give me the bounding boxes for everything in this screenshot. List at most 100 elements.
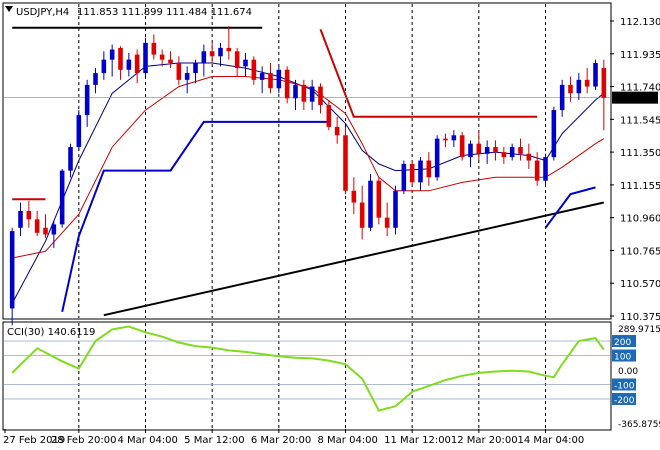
candle-body xyxy=(168,59,173,64)
candle-body xyxy=(584,79,590,87)
candle-body xyxy=(509,147,515,158)
candle-body xyxy=(518,147,523,154)
vertical-grid xyxy=(78,4,546,429)
candle-body xyxy=(51,224,57,235)
overlay-ma_slow xyxy=(12,76,605,259)
y-tick-label: 110.570 xyxy=(620,279,660,290)
candle-body xyxy=(418,160,423,183)
candle-body xyxy=(184,73,190,80)
candle-body xyxy=(534,160,540,181)
cci-axis: 289.9715 200 100 0.00 -100 -200 -365.8759 xyxy=(612,325,660,430)
candle-body xyxy=(451,135,457,141)
ohlc-values: 111.853 111.899 111.484 111.674 xyxy=(77,7,252,18)
x-tick-label: 27 Feb 2019 xyxy=(3,435,65,446)
overlay-trend_support xyxy=(103,201,605,317)
candle-body xyxy=(151,42,157,55)
candle-body xyxy=(526,153,532,161)
candle-body xyxy=(68,147,73,171)
candle-body xyxy=(359,202,365,228)
candle-body xyxy=(159,54,165,60)
candle-body xyxy=(543,157,548,181)
x-tick-label: 8 Mar 04:00 xyxy=(318,435,378,446)
candle-body xyxy=(43,227,48,235)
cci-tick-label: -365.8759 xyxy=(618,420,660,430)
candle-body xyxy=(576,79,582,94)
candle-body xyxy=(193,63,198,74)
candle-body xyxy=(109,49,115,60)
candlesticks xyxy=(9,26,607,326)
x-tick-label: 5 Mar 12:00 xyxy=(184,435,244,446)
candle-body xyxy=(251,59,257,80)
candle-body xyxy=(493,147,498,153)
cci-tick-label: 289.9715 xyxy=(618,325,660,335)
candle-body xyxy=(484,147,490,154)
symbol-header: USDJPY,H4 111.853 111.899 111.484 111.67… xyxy=(5,6,252,18)
candle-body xyxy=(376,180,382,218)
candle-body xyxy=(318,86,323,106)
cci-indicator xyxy=(4,325,610,412)
candle-body xyxy=(226,47,232,52)
x-tick-label: 12 Mar 20:00 xyxy=(451,435,518,446)
candle-body xyxy=(551,110,557,158)
candle-body xyxy=(93,73,98,85)
indicator-overlays xyxy=(4,26,610,317)
x-tick-label: 6 Mar 20:00 xyxy=(251,435,311,446)
cci-line xyxy=(11,325,605,412)
candle-body xyxy=(443,138,448,141)
candle-body xyxy=(134,54,140,74)
cci-title: CCI(30) 140.6119 xyxy=(7,327,95,338)
cci-tick-label: -100 xyxy=(614,381,635,391)
x-tick-label: 28 Feb 20:00 xyxy=(51,435,117,446)
candle-body xyxy=(293,84,298,99)
candle-body xyxy=(426,160,432,178)
candle-body xyxy=(559,84,565,111)
cci-tick-label: -200 xyxy=(614,396,635,406)
candle-body xyxy=(393,190,398,228)
cci-tick-label: 100 xyxy=(614,353,631,363)
current-price-badge xyxy=(612,91,658,104)
price-panel xyxy=(2,2,612,320)
candle-body xyxy=(326,105,332,127)
y-tick-label: 111.155 xyxy=(620,181,660,192)
candle-body xyxy=(334,126,340,136)
candle-body xyxy=(343,135,348,191)
y-tick-label: 112.130 xyxy=(620,17,660,28)
candle-body xyxy=(218,47,223,57)
candle-body xyxy=(26,210,32,220)
y-tick-label: 111.545 xyxy=(620,115,660,126)
candle-body xyxy=(268,73,273,89)
overlay-blue_lower xyxy=(61,120,329,313)
candle-body xyxy=(284,69,290,99)
current-price-label: 111.674 xyxy=(614,94,655,105)
candle-body xyxy=(76,115,82,148)
x-tick-label: 11 Mar 12:00 xyxy=(384,435,451,446)
candle-body xyxy=(259,73,265,80)
price-axis: 112.130 111.935 111.740 111.545 111.350 111.1… xyxy=(610,17,660,323)
overlay-red_upper2 xyxy=(319,29,538,118)
candle-body xyxy=(276,69,282,89)
candle-body xyxy=(434,138,440,178)
candle-body xyxy=(143,42,148,74)
y-tick-label: 111.740 xyxy=(620,83,660,94)
cci-tick-label: 0.00 xyxy=(618,367,638,377)
candle-body xyxy=(401,163,407,191)
candle-body xyxy=(243,59,248,67)
candle-body xyxy=(476,143,482,154)
arrow-down-icon xyxy=(5,6,13,12)
candle-body xyxy=(501,152,507,158)
cci-level-badge xyxy=(612,378,636,391)
candle-body xyxy=(468,143,473,158)
x-tick-label: 4 Mar 04:00 xyxy=(118,435,178,446)
candle-body xyxy=(593,63,598,87)
candle-body xyxy=(18,210,23,228)
y-tick-label: 110.765 xyxy=(620,246,660,257)
candle-body xyxy=(201,51,207,64)
candle-body xyxy=(601,68,607,98)
candle-body xyxy=(234,51,240,69)
candle-body xyxy=(459,135,465,158)
cci-panel xyxy=(2,321,612,431)
y-tick-label: 111.350 xyxy=(620,148,660,159)
y-tick-label: 111.935 xyxy=(620,50,660,61)
candle-body xyxy=(351,190,357,203)
